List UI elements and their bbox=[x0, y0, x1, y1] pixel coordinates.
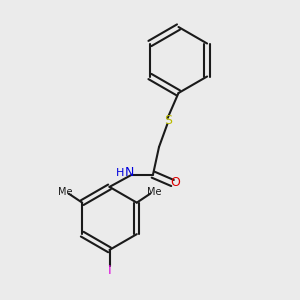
Text: S: S bbox=[164, 114, 172, 128]
Text: H: H bbox=[116, 168, 124, 178]
Text: N: N bbox=[124, 166, 134, 179]
Text: Me: Me bbox=[147, 187, 161, 197]
Text: Me: Me bbox=[58, 187, 72, 197]
Text: I: I bbox=[108, 263, 111, 277]
Text: O: O bbox=[171, 176, 180, 190]
